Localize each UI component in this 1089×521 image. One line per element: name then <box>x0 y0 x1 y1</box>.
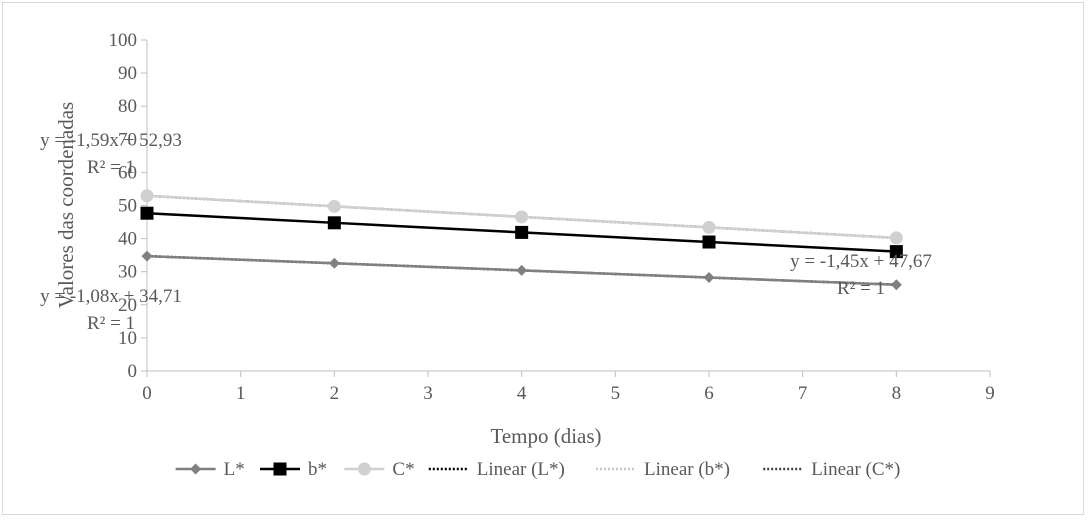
legend-label: L* <box>224 459 245 480</box>
x-axis-label: Tempo (dias) <box>490 424 601 448</box>
x-tick-label: 7 <box>798 383 808 404</box>
y-tick-label: 10 <box>118 328 137 349</box>
y-tick-label: 90 <box>118 63 137 84</box>
data-point <box>515 225 529 239</box>
data-point <box>327 199 341 213</box>
data-point <box>516 264 528 276</box>
annotation-c-equation: y = -1,59x + 52,93 <box>40 130 182 151</box>
legend-label: Linear (L*) <box>477 459 565 480</box>
legend-swatch-marker <box>190 463 202 475</box>
x-tick-label: 8 <box>892 383 902 404</box>
x-tick-label: 5 <box>611 383 621 404</box>
axes: 0 10 20 30 40 50 60 70 80 90 100 0 1 2 3 4 5 6 7 8 9 <box>109 30 995 404</box>
y-tick-label: 60 <box>118 162 137 183</box>
y-tick-label: 20 <box>118 295 137 316</box>
legend-label: b* <box>308 459 327 480</box>
data-point <box>702 220 716 234</box>
legend-label: Linear (C*) <box>811 459 900 480</box>
legend-swatch-marker <box>273 462 287 476</box>
x-tick-label: 6 <box>704 383 714 404</box>
data-point <box>140 206 154 220</box>
data-point <box>702 235 716 249</box>
data-point <box>327 216 341 230</box>
annotation-l-r2: R² = 1 <box>87 313 135 334</box>
data-point <box>889 245 903 259</box>
y-tick-label: 50 <box>118 196 137 217</box>
y-tick-label: 70 <box>118 129 137 150</box>
annotation-c-r2: R² = 1 <box>87 157 135 178</box>
annotation-b-r2: R² = 1 <box>837 278 885 299</box>
data-point <box>141 250 153 262</box>
annotation-l-equation: y = -1,08x + 34,71 <box>40 286 182 307</box>
y-tick-label: 80 <box>118 96 137 117</box>
x-tick-label: 3 <box>423 383 433 404</box>
trendline-annotations: y = -1,59x + 52,93 R² = 1 y = -1,08x + 3… <box>40 130 932 334</box>
annotation-b-equation: y = -1,45x + 47,67 <box>790 251 932 272</box>
data-point <box>889 231 903 245</box>
legend-label: C* <box>392 459 414 480</box>
y-tick-label: 0 <box>128 361 138 382</box>
x-tick-label: 1 <box>236 383 246 404</box>
series-lines <box>140 189 903 291</box>
x-tick-label: 2 <box>330 383 340 404</box>
legend: L* b* C* Linear (L*) Linear (b*) Linear (C*) <box>175 459 900 480</box>
data-point <box>515 210 529 224</box>
line-chart: 0 10 20 30 40 50 60 70 80 90 100 0 1 2 3 4 5 6 7 8 9 y = -1,… <box>40 30 995 480</box>
x-tick-label: 0 <box>142 383 152 404</box>
chart-frame: 0 10 20 30 40 50 60 70 80 90 100 0 1 2 3 4 5 6 7 8 9 y = -1,… <box>2 2 1084 515</box>
y-tick-label: 40 <box>118 229 137 250</box>
x-tick-label: 9 <box>985 383 995 404</box>
legend-swatch-marker <box>357 462 371 476</box>
data-point <box>703 272 715 284</box>
y-axis-label: Valores das coordenadas <box>54 102 78 308</box>
data-point <box>140 189 154 203</box>
y-tick-label: 30 <box>118 262 137 283</box>
data-point <box>890 279 902 291</box>
x-tick-label: 4 <box>517 383 527 404</box>
data-point <box>328 257 340 269</box>
y-tick-label: 100 <box>109 30 138 51</box>
legend-label: Linear (b*) <box>644 459 730 480</box>
